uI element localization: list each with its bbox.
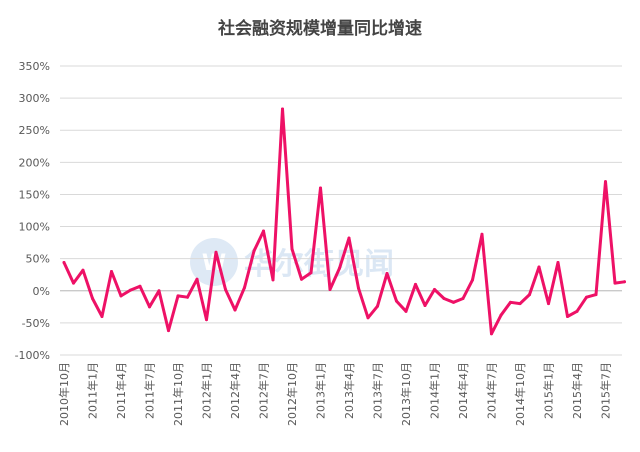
data-point: [100, 314, 104, 318]
data-point: [471, 278, 474, 282]
data-point: [566, 314, 569, 318]
data-point: [91, 296, 94, 300]
x-tick-label: 2014年10月: [513, 362, 527, 426]
x-tick-label: 2012年1月: [200, 362, 214, 419]
data-point: [575, 309, 579, 313]
data-point: [499, 313, 503, 317]
y-tick-label: -100%: [15, 349, 50, 362]
series-line-layer: [62, 107, 626, 336]
data-point: [214, 250, 218, 254]
y-tick-label: 300%: [19, 92, 50, 105]
data-point: [385, 271, 389, 275]
data-point: [338, 266, 341, 270]
data-point: [290, 247, 294, 251]
x-tick-label: 2013年7月: [371, 362, 385, 419]
x-tick-label: 2011年7月: [143, 362, 157, 419]
data-point: [604, 180, 607, 184]
data-point: [585, 295, 588, 299]
data-point: [404, 309, 408, 313]
data-point: [613, 281, 617, 285]
x-tick-label: 2012年10月: [285, 362, 299, 426]
data-point: [195, 277, 199, 281]
data-point: [186, 295, 189, 299]
x-tick-label: 2011年4月: [114, 362, 128, 419]
data-point: [414, 282, 417, 286]
data-point: [395, 299, 398, 303]
x-tick-label: 2014年7月: [485, 362, 499, 419]
x-tick-label: 2014年4月: [456, 362, 470, 419]
x-tick-label: 2013年10月: [399, 362, 413, 426]
data-point: [528, 293, 531, 297]
y-tick-label: -50%: [22, 317, 50, 330]
data-point: [138, 284, 142, 288]
data-point: [594, 293, 598, 297]
x-tick-label: 2010年10月: [57, 362, 71, 426]
chart-title: 社会融资规模增量同比增速: [218, 19, 422, 39]
data-point: [347, 236, 351, 240]
data-point: [309, 271, 313, 275]
y-tick-label: 50%: [26, 253, 50, 266]
data-point: [62, 261, 66, 265]
y-tick-label: 0%: [33, 285, 50, 298]
data-point: [110, 270, 113, 274]
data-point: [72, 281, 75, 285]
x-tick-label: 2011年1月: [86, 362, 100, 419]
data-point: [357, 286, 360, 290]
x-tick-label: 2012年7月: [257, 362, 271, 419]
data-point: [300, 277, 303, 281]
x-tick-label: 2015年4月: [570, 362, 584, 419]
data-point: [148, 305, 151, 309]
x-tick-label: 2014年1月: [428, 362, 442, 419]
series-line: [62, 107, 626, 336]
data-point: [281, 107, 284, 111]
data-point: [547, 302, 550, 306]
x-tick-label: 2011年10月: [171, 362, 185, 426]
data-point: [233, 308, 237, 312]
data-point: [319, 186, 322, 190]
data-point: [176, 294, 180, 298]
data-point: [252, 249, 256, 253]
data-point: [433, 287, 436, 291]
x-tick-label: 2013年1月: [314, 362, 328, 419]
data-point: [452, 300, 455, 304]
data-point: [205, 318, 208, 322]
data-point: [623, 280, 626, 284]
y-tick-label: 200%: [19, 156, 50, 169]
grid-lines: [60, 65, 622, 356]
data-point: [224, 287, 227, 291]
x-axis-ticks: 2010年10月 2011年1月 2011年4月 2011年7月 2011年10月 201…: [57, 362, 613, 426]
data-point: [167, 329, 170, 333]
data-point: [366, 316, 370, 320]
data-point: [243, 286, 246, 290]
data-point: [376, 304, 379, 308]
x-tick-label: 2015年7月: [599, 362, 613, 419]
data-point: [537, 265, 541, 269]
x-tick-label: 2013年4月: [342, 362, 356, 419]
data-point: [119, 294, 123, 298]
y-tick-label: 250%: [19, 124, 50, 137]
data-point: [271, 278, 275, 282]
data-point: [129, 288, 132, 292]
data-point: [157, 289, 161, 293]
data-point: [461, 296, 465, 300]
data-point: [509, 300, 512, 304]
data-point: [518, 302, 522, 306]
y-tick-label: 350%: [19, 60, 50, 73]
y-axis-ticks: -100% -50% 0% 50% 100% 150% 200% 250% 300% 350%: [15, 60, 50, 362]
data-point: [480, 232, 484, 236]
data-point: [262, 229, 265, 233]
y-tick-label: 100%: [19, 221, 50, 234]
data-point: [556, 261, 560, 265]
data-point: [81, 268, 85, 272]
x-tick-label: 2015年1月: [542, 362, 556, 419]
data-point: [490, 332, 493, 336]
data-point: [442, 296, 446, 300]
data-point: [423, 304, 427, 308]
x-tick-label: 2012年4月: [228, 362, 242, 419]
y-tick-label: 150%: [19, 188, 50, 201]
data-point: [328, 287, 332, 291]
